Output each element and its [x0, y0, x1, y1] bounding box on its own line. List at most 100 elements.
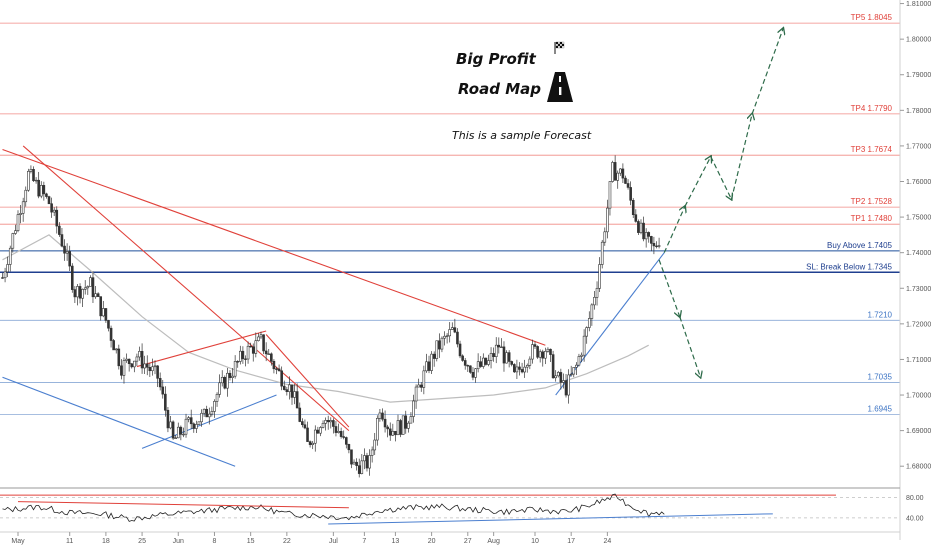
candle-body: [489, 353, 493, 361]
candle-body: [484, 357, 488, 365]
forecast-arrow: [684, 157, 711, 207]
y-tick-label: 1.70000: [906, 393, 931, 400]
candle-body: [365, 455, 369, 469]
candle-body: [166, 409, 170, 429]
candle-body: [275, 368, 278, 370]
flag-cell: [557, 41, 561, 45]
level-label: TP1 1.7480: [851, 214, 893, 223]
candle-body: [432, 353, 436, 359]
flag-cell: [561, 45, 565, 49]
candle-body: [425, 361, 428, 372]
level-label: 1.6945: [868, 405, 893, 414]
candle-body: [246, 345, 250, 360]
candle-body: [122, 360, 126, 376]
x-tick-label: Jul: [329, 538, 338, 545]
candle-body: [507, 352, 511, 362]
candle-body: [102, 308, 105, 317]
candle-body: [6, 264, 9, 273]
candle-body: [104, 308, 108, 321]
candle-body: [525, 365, 529, 368]
candle-body: [195, 424, 198, 429]
candle-body: [401, 415, 405, 435]
candle-body: [288, 384, 291, 392]
road-mark: [559, 76, 561, 82]
candle-body: [391, 430, 395, 436]
candle-body: [569, 373, 573, 376]
candle-body: [37, 179, 40, 197]
candle-body: [616, 172, 620, 181]
candle-body: [60, 234, 64, 247]
candle-body: [466, 365, 470, 367]
candle-body: [587, 318, 591, 328]
candle-body: [647, 232, 651, 237]
candle-body: [461, 355, 464, 361]
candle-body: [611, 162, 614, 182]
x-tick-label: 7: [362, 538, 366, 545]
candle-body: [368, 455, 371, 469]
candle-body: [164, 393, 167, 411]
candle-body: [549, 348, 552, 355]
candle-body: [140, 351, 144, 369]
candle-body: [606, 207, 609, 233]
x-tick-label: 20: [428, 538, 436, 545]
candle-body: [531, 344, 534, 360]
candle-body: [541, 351, 545, 359]
candle-body: [94, 293, 97, 298]
candle-body: [148, 366, 152, 372]
candle-body: [554, 375, 557, 379]
candle-body: [450, 327, 454, 330]
candle-body: [76, 286, 79, 298]
candle-body: [407, 422, 410, 429]
candle-body: [652, 243, 656, 247]
candle-body: [435, 340, 439, 359]
candle-body: [321, 422, 325, 428]
candle-body: [417, 384, 420, 388]
level-label: 1.7210: [868, 310, 893, 319]
candle-body: [634, 214, 638, 222]
candle-body: [613, 162, 617, 181]
x-tick-label: 13: [392, 538, 400, 545]
candle-body: [114, 348, 118, 351]
subtitle: This is a sample Forecast: [452, 129, 592, 142]
candle-body: [598, 264, 601, 289]
candle-body: [202, 408, 206, 414]
candle-body: [603, 231, 607, 243]
title-line2: Road Map: [458, 80, 541, 98]
candle-body: [544, 351, 547, 359]
y-tick-label: 1.68000: [906, 464, 931, 471]
candle-body: [352, 461, 356, 465]
x-tick-label: 17: [567, 538, 575, 545]
candle-body: [639, 222, 643, 233]
candle-body: [445, 335, 449, 337]
candle-body: [215, 393, 219, 402]
candle-body: [505, 352, 508, 364]
candle-body: [81, 289, 84, 299]
candle-body: [239, 350, 242, 362]
candle-body: [458, 343, 462, 357]
candle-body: [24, 189, 28, 203]
candle-body: [513, 364, 516, 373]
candle-body: [29, 169, 33, 172]
candle-body: [1, 277, 4, 279]
moving-average-line: [2, 234, 649, 403]
candle-body: [324, 420, 327, 424]
candle-body: [298, 407, 302, 422]
x-tick-label: 11: [66, 538, 73, 545]
candle-body: [184, 418, 188, 435]
candle-body: [254, 340, 258, 354]
title-line1: Big Profit: [456, 50, 537, 68]
candle-body: [564, 380, 568, 396]
candle-body: [575, 364, 578, 368]
candle-body: [264, 350, 268, 355]
candle-body: [133, 360, 136, 368]
candle-body: [619, 168, 622, 174]
candle-body: [3, 271, 7, 279]
candle-body: [303, 424, 307, 429]
candle-body: [422, 370, 426, 388]
candle-body: [8, 247, 12, 265]
candle-body: [577, 356, 581, 366]
y-tick-label: 1.79000: [906, 72, 931, 79]
candle-body: [52, 209, 56, 213]
flag-cell: [559, 45, 563, 49]
candle-body: [295, 391, 299, 409]
